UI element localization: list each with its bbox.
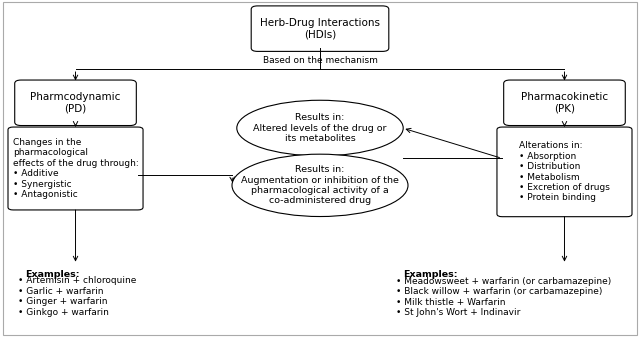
Text: Pharmcodynamic
(PD): Pharmcodynamic (PD) <box>30 92 121 114</box>
Text: Changes in the
pharmacological
effects of the drug through:
• Additive
• Synergi: Changes in the pharmacological effects o… <box>13 138 138 199</box>
Ellipse shape <box>232 154 408 216</box>
Text: • Meadowsweet + warfarin (or carbamazepine)
• Black willow + warfarin (or carbam: • Meadowsweet + warfarin (or carbamazepi… <box>396 277 611 317</box>
Text: Based on the mechanism: Based on the mechanism <box>262 56 378 65</box>
FancyBboxPatch shape <box>504 80 625 126</box>
Text: Herb-Drug Interactions
(HDIs): Herb-Drug Interactions (HDIs) <box>260 18 380 39</box>
Text: Examples:: Examples: <box>26 270 80 279</box>
FancyBboxPatch shape <box>497 127 632 217</box>
Text: Results in:
Augmentation or inhibition of the
pharmacological activity of a
co-a: Results in: Augmentation or inhibition o… <box>241 165 399 206</box>
Text: • Artemisin + chloroquine
• Garlic + warfarin
• Ginger + warfarin
• Ginkgo + war: • Artemisin + chloroquine • Garlic + war… <box>18 276 136 316</box>
Text: Results in:
Altered levels of the drug or
its metabolites: Results in: Altered levels of the drug o… <box>253 113 387 143</box>
Text: Examples:: Examples: <box>403 270 458 279</box>
Text: Pharmacokinetic
(PK): Pharmacokinetic (PK) <box>521 92 608 114</box>
FancyBboxPatch shape <box>15 80 136 126</box>
Ellipse shape <box>237 100 403 156</box>
Text: Alterations in:
• Absorption
• Distribution
• Metabolism
• Excretion of drugs
• : Alterations in: • Absorption • Distribut… <box>519 141 610 203</box>
FancyBboxPatch shape <box>251 6 388 51</box>
FancyBboxPatch shape <box>8 127 143 210</box>
